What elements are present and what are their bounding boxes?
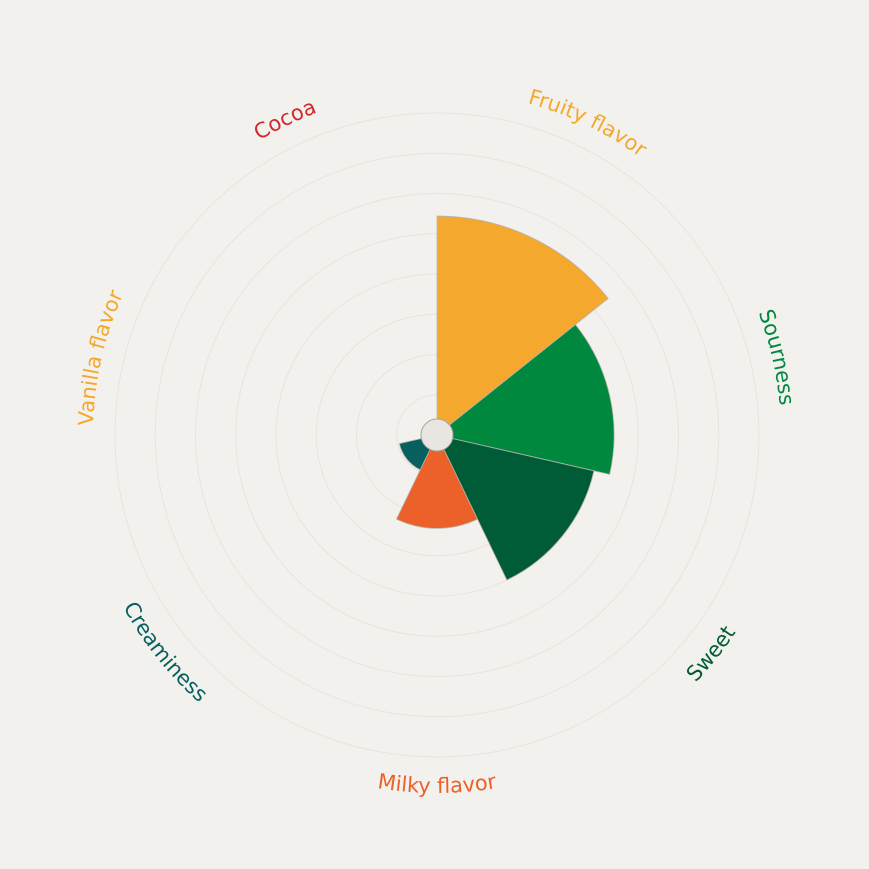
sector-sourness — [436, 324, 615, 475]
label-cocoa: Cocoa — [250, 95, 320, 145]
label-fruity-flavor: Fruity flavor — [526, 85, 651, 162]
label-sweet: Sweet — [682, 621, 740, 686]
label-vanilla-flavor: Vanilla flavor — [74, 286, 128, 426]
center-hub — [420, 418, 454, 452]
grid-ring — [154, 152, 720, 718]
sector-fruity-flavor — [436, 215, 609, 436]
sector-sweet — [436, 434, 595, 581]
label-creaminess: Creaminess — [119, 598, 213, 707]
label-milky-flavor: Milky flavor — [376, 769, 498, 798]
label-sourness: Sourness — [754, 306, 799, 406]
chart-sectors — [395, 215, 615, 581]
grid-ring — [195, 193, 679, 677]
grid-ring — [114, 112, 760, 758]
sector-milky-flavor — [395, 434, 479, 529]
